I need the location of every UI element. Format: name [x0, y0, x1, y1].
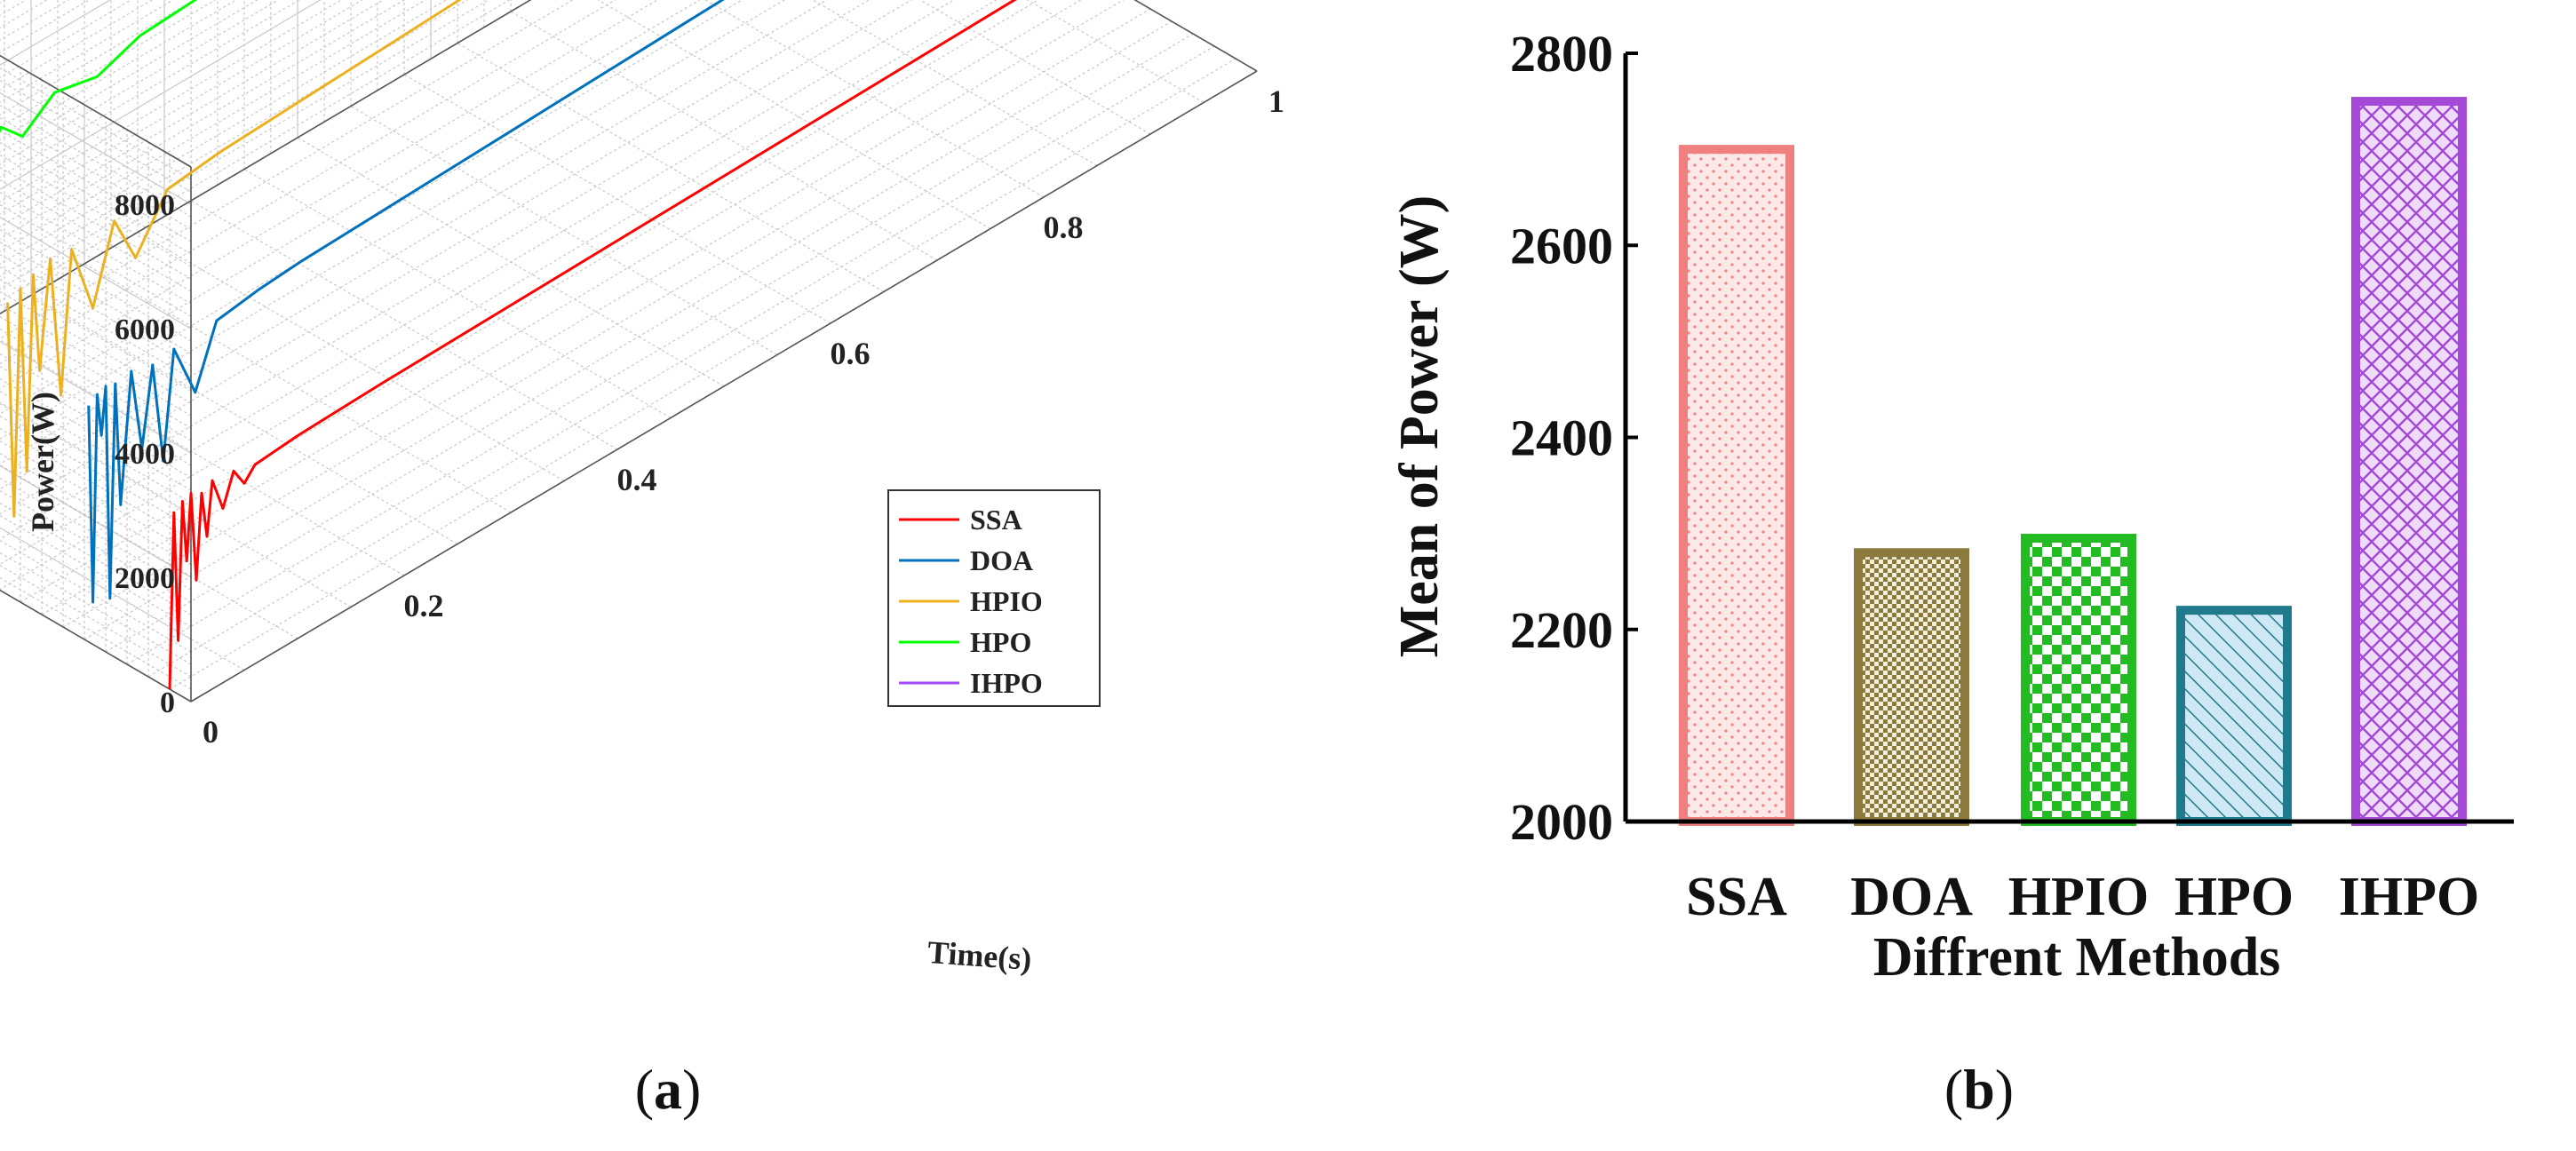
x-tick-label: 1 [1268, 83, 1284, 119]
category-label-hpio: HPIO [2008, 867, 2149, 927]
series-line-ssa [168, 0, 1017, 690]
y-tick-label: 2000 [1510, 793, 1613, 851]
panel-a-legend: SSA DOA HPIO HPO IHPO [887, 489, 1101, 707]
legend-label-ssa: SSA [970, 504, 1022, 536]
panel-b-bar-chart: 2000 2200 2400 2600 2800 SSA DOA HPIO HPO IHPO M… [1389, 25, 2514, 1121]
panel-b-axes [1623, 52, 2514, 824]
bar-doa [1854, 548, 1969, 826]
panel-a-caption: (a) [635, 1058, 702, 1121]
legend-label-ihpo: IHPO [970, 667, 1043, 699]
panel-a-axes [0, 0, 1258, 703]
panel-a-z-tick-labels: 0 2000 4000 6000 8000 [115, 189, 175, 719]
series-line-hpo [0, 0, 198, 138]
z-tick-label: 0 [160, 687, 175, 719]
legend-label-doa: DOA [970, 544, 1033, 576]
x-tick-label: 0.6 [831, 336, 871, 371]
z-tick-label: 6000 [115, 314, 175, 346]
bar-hpo [2176, 606, 2292, 826]
y-tick-label: 2600 [1510, 217, 1613, 274]
category-label-hpo: HPO [2174, 867, 2294, 927]
bar-hpio [2021, 534, 2136, 826]
legend-label-hpo: HPO [970, 626, 1031, 658]
legend-label-hpio: HPIO [970, 585, 1043, 617]
panel-a-z-axis-label: Power(W) [25, 392, 60, 532]
bar-ssa [1679, 145, 1794, 826]
panel-b-category-labels: SSA DOA HPIO HPO IHPO [1686, 867, 2479, 927]
z-tick-label: 2000 [115, 562, 175, 595]
x-tick-label: 0 [203, 714, 219, 750]
y-tick-label: 2400 [1510, 409, 1613, 467]
panel-a-x-tick-labels: 0 0.2 0.4 0.6 0.8 1 [203, 83, 1284, 750]
y-tick-label: 2800 [1510, 25, 1613, 83]
series-line-doa [87, 0, 725, 604]
panel-a-series [0, 0, 1017, 690]
panel-b-x-axis-label: Diffrent Methods [1873, 927, 2281, 988]
x-tick-label: 0.2 [404, 588, 444, 623]
panel-b-caption: (b) [1944, 1058, 2014, 1121]
x-tick-label: 0.8 [1044, 210, 1084, 245]
series-line-hpio [6, 0, 462, 518]
bar-ihpo [2351, 97, 2467, 826]
category-label-doa: DOA [1850, 867, 1973, 927]
panel-b-y-axis-label: Mean of Power (W) [1389, 195, 1450, 658]
z-tick-label: 8000 [115, 189, 175, 222]
y-tick-label: 2200 [1510, 601, 1613, 659]
z-tick-label: 4000 [115, 438, 175, 471]
x-tick-label: 0.4 [617, 462, 657, 497]
panel-a-x-axis-label: Time(s) [926, 934, 1033, 977]
category-label-ssa: SSA [1686, 867, 1787, 927]
panel-b-y-tick-labels: 2000 2200 2400 2600 2800 [1510, 25, 1613, 851]
panel-a-3d-power-chart: 0 2000 4000 6000 8000 0 0.2 0.4 0.6 0.8 1 Power(W… [0, 0, 1284, 1121]
panel-b-bars [1679, 97, 2467, 826]
legend-box [887, 489, 1101, 707]
category-label-ihpo: IHPO [2339, 867, 2479, 927]
